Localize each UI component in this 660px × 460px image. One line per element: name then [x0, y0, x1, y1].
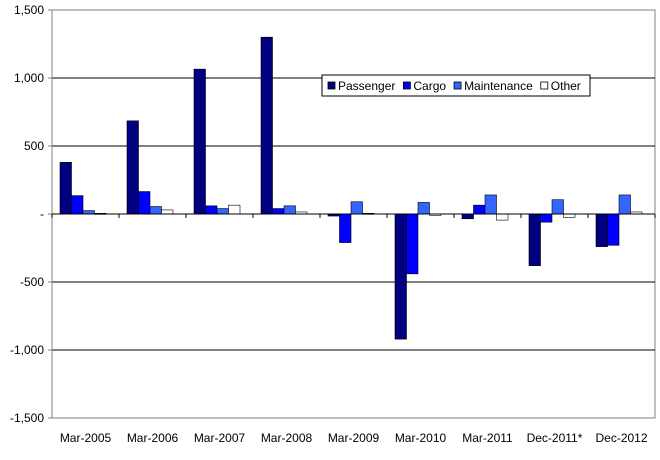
- bar-passenger-4: [260, 36, 273, 215]
- legend-swatch-passenger: [327, 81, 336, 90]
- bar-maintenance-5: [350, 201, 363, 215]
- legend-label-maintenance: Maintenance: [464, 79, 533, 93]
- y-tick-label: -: [40, 207, 44, 221]
- legend-label-passenger: Passenger: [338, 79, 395, 93]
- legend-swatch-other: [540, 81, 549, 90]
- legend-swatch-cargo: [402, 81, 411, 90]
- x-category-label: Mar-2006: [127, 431, 179, 445]
- x-category-label: Mar-2005: [60, 431, 112, 445]
- x-category-labels: Mar-2005 Mar-2006 Mar-2007 Mar-2008 Mar-2009…: [60, 431, 648, 445]
- bar-cargo-3: [205, 205, 218, 215]
- y-tick-label: -1,000: [10, 343, 44, 357]
- bar-maintenance-6: [417, 202, 430, 215]
- x-category-label: Mar-2008: [261, 431, 313, 445]
- y-tick-label: -1,500: [10, 411, 44, 425]
- bar-cargo-6: [406, 213, 419, 275]
- bar-cargo-2: [138, 191, 151, 215]
- bar-maintenance-1: [82, 210, 95, 215]
- x-category-label: Mar-2007: [194, 431, 246, 445]
- bar-maintenance-7: [484, 194, 497, 215]
- y-tick-label: 500: [24, 139, 44, 153]
- legend-label-cargo: Cargo: [413, 79, 446, 93]
- y-tick-label: 1,000: [14, 71, 44, 85]
- y-tick-label: -500: [20, 275, 44, 289]
- bars: [59, 36, 643, 340]
- bar-maintenance-2: [149, 206, 162, 215]
- bar-passenger-3: [193, 68, 206, 215]
- legend-swatch-maintenance: [453, 81, 462, 90]
- x-category-label: Dec-2012: [595, 431, 647, 445]
- bar-cargo-5: [339, 213, 352, 243]
- bar-maintenance-4: [283, 205, 296, 215]
- bar-maintenance-3: [216, 208, 229, 215]
- bar-maintenance-9: [618, 194, 631, 215]
- bar-passenger-1: [59, 162, 72, 215]
- bar-cargo-8: [540, 213, 553, 223]
- legend-label-other: Other: [551, 79, 581, 93]
- bar-other-3: [228, 204, 241, 215]
- bar-passenger-8: [528, 213, 541, 266]
- x-category-label: Mar-2011: [462, 431, 513, 445]
- bar-cargo-9: [607, 213, 620, 246]
- bar-passenger-2: [126, 120, 139, 215]
- bar-cargo-7: [473, 204, 486, 215]
- bar-passenger-9: [595, 213, 608, 247]
- bar-passenger-7: [461, 213, 474, 220]
- bar-other-7: [496, 213, 509, 221]
- axes: [48, 9, 656, 419]
- bar-maintenance-8: [551, 199, 564, 215]
- x-category-label: Dec-2011*: [527, 431, 583, 445]
- bar-passenger-6: [394, 213, 407, 340]
- bar-other-8: [563, 213, 576, 218]
- y-tick-labels: 1,500 1,000 500 - -500 -1,000 -1,500: [10, 3, 44, 425]
- y-tick-label: 1,500: [14, 3, 44, 17]
- x-category-label: Mar-2009: [328, 431, 380, 445]
- bar-cargo-4: [272, 208, 285, 215]
- legend: Passenger Cargo Maintenance Other: [321, 74, 591, 97]
- x-category-label: Mar-2010: [395, 431, 447, 445]
- bar-other-2: [161, 209, 174, 215]
- bar-cargo-1: [71, 195, 84, 215]
